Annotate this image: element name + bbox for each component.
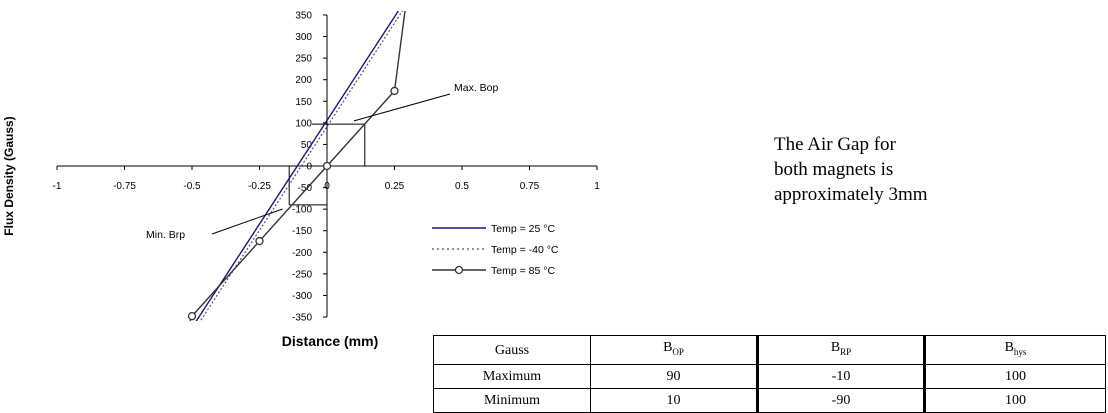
air-gap-note-line-1: The Air Gap for <box>774 134 896 155</box>
table-cell: 90 <box>590 364 758 389</box>
legend-label-0: Temp = 25 °C <box>491 223 555 235</box>
max-bop-label: Max. Bop <box>454 82 499 94</box>
air-gap-note-line-2: both magnets is <box>774 159 894 180</box>
y-tick-label: 250 <box>295 54 312 65</box>
legend-marker-85c <box>454 265 464 275</box>
gauss-spec-table: Gauss BOP BRP Bhys Maximum 90 -10 100 Mi… <box>433 335 1106 413</box>
x-tick-label: 0.25 <box>385 181 405 192</box>
y-tick-label: -350 <box>292 313 312 324</box>
air-gap-note: The Air Gap for both magnets is approxim… <box>774 132 1004 207</box>
series-line-1 <box>199 11 404 321</box>
y-tick-label: -50 <box>298 183 313 194</box>
flux-density-chart: -1 -0.75 -0.5 -0.25 0 0.25 0.5 0.75 1 350 300 250 20… <box>2 11 600 350</box>
x-tick-label: 0.5 <box>455 181 469 192</box>
header-bop: BOP <box>590 335 758 365</box>
legend-label-1: Temp = -40 °C <box>491 244 559 256</box>
x-tick-label: -0.25 <box>248 181 271 192</box>
y-tick-label: 50 <box>301 140 313 151</box>
y-tick-label: 100 <box>295 118 312 129</box>
series-marker <box>322 161 332 171</box>
y-tick-label: -200 <box>292 248 312 259</box>
y-tick-label: -100 <box>292 205 312 216</box>
header-bhys: Bhys <box>923 335 1106 365</box>
header-gauss: Gauss <box>433 335 591 365</box>
x-tick-label: 1 <box>594 181 600 192</box>
y-tick-label: 150 <box>295 97 312 108</box>
table-cell: -10 <box>756 364 925 389</box>
y-tick-label: -150 <box>292 226 312 237</box>
y-tick-label: 0 <box>306 162 312 173</box>
table-cell: Maximum <box>433 364 591 389</box>
table-cell: 100 <box>923 388 1106 413</box>
y-tick-label: 350 <box>295 11 312 22</box>
air-gap-note-line-3: approximately 3mm <box>774 184 928 205</box>
table-cell: 100 <box>923 364 1106 389</box>
table-row: Minimum 10 -90 100 <box>433 388 1106 413</box>
series-marker <box>255 236 264 246</box>
table-row: Maximum 90 -10 100 <box>433 364 1106 389</box>
series-marker <box>187 311 197 321</box>
series-line-0 <box>195 11 400 321</box>
y-axis-title: Flux Density (Gauss) <box>2 116 16 235</box>
y-tick-label: 200 <box>295 75 312 86</box>
min-brp-leader <box>211 208 283 235</box>
x-tick-label: 0 <box>324 181 330 192</box>
max-bop-leader <box>353 93 451 122</box>
x-tick-label: -1 <box>53 181 62 192</box>
x-tick-label: -0.5 <box>183 181 201 192</box>
table-cell: -90 <box>756 388 925 413</box>
series-marker <box>390 86 399 96</box>
chart-svg: -1 -0.75 -0.5 -0.25 0 0.25 0.5 0.75 1 350 300 250 20… <box>2 11 600 350</box>
x-tick-label: -0.75 <box>113 181 136 192</box>
header-brp: BRP <box>756 335 925 365</box>
y-tick-label: -250 <box>292 269 312 280</box>
y-tick-label: -300 <box>292 291 312 302</box>
min-brp-label: Min. Brp <box>146 229 185 241</box>
table-cell: 10 <box>590 388 758 413</box>
legend-label-2: Temp = 85 °C <box>491 265 555 277</box>
x-axis-title: Distance (mm) <box>282 333 378 349</box>
table-header-row: Gauss BOP BRP Bhys <box>433 335 1106 365</box>
x-tick-label: 0.75 <box>520 181 540 192</box>
y-tick-label: 300 <box>295 32 312 43</box>
table-cell: Minimum <box>433 388 591 413</box>
